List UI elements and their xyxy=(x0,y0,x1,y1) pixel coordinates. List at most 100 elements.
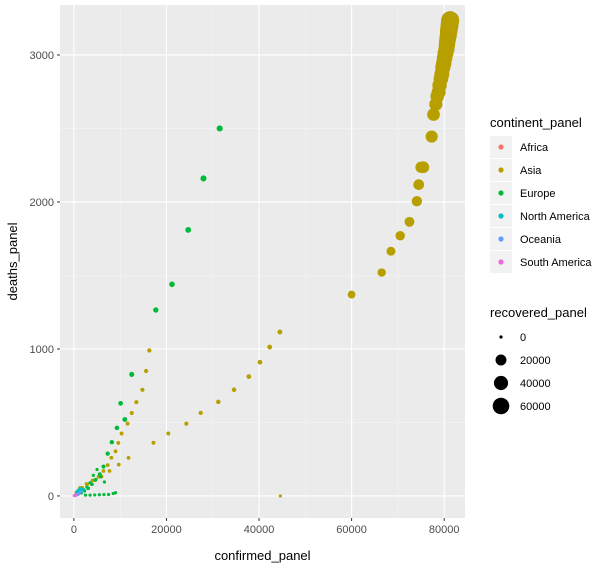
data-point-asia xyxy=(395,231,405,241)
x-tick-label: 0 xyxy=(71,524,77,536)
data-point-europe xyxy=(101,464,106,469)
data-point-asia xyxy=(413,179,425,190)
x-tick-label: 80000 xyxy=(429,524,460,536)
data-point-asia xyxy=(109,455,114,460)
data-point-asia xyxy=(140,387,145,392)
data-point-asia xyxy=(151,440,156,445)
data-point-asia xyxy=(129,411,134,416)
data-point-europe xyxy=(88,493,92,497)
data-point-europe xyxy=(107,492,111,497)
data-point-europe xyxy=(85,485,89,489)
data-point-asia xyxy=(184,421,189,426)
data-point-asia xyxy=(417,161,430,174)
x-tick-label: 20000 xyxy=(151,524,182,536)
legend-label: North America xyxy=(520,211,591,223)
data-point-europe xyxy=(95,467,99,472)
data-point-europe xyxy=(97,493,101,497)
data-point-europe xyxy=(99,475,103,479)
data-point-asia xyxy=(116,462,121,467)
data-point-asia xyxy=(107,469,112,473)
x-tick-label: 60000 xyxy=(336,524,367,536)
data-point-europe xyxy=(114,425,120,431)
data-point-asia xyxy=(125,421,130,426)
data-point-asia xyxy=(441,11,460,30)
legend-key-dot xyxy=(498,190,504,196)
size-legend-label: 40000 xyxy=(520,378,551,390)
size-legend-label: 20000 xyxy=(520,355,551,367)
data-point-north-america xyxy=(81,487,85,491)
major-gridlines xyxy=(60,5,465,518)
data-point-oceania xyxy=(79,490,83,494)
color-legend-title: continent_panel xyxy=(490,115,582,130)
data-point-asia xyxy=(101,469,106,473)
x-axis-ticks: 0 20000 40000 60000 80000 xyxy=(71,518,460,536)
data-point-asia xyxy=(198,410,203,416)
data-point-asia xyxy=(257,359,263,365)
data-point-north-america xyxy=(78,487,82,491)
data-point-asia xyxy=(85,482,90,486)
data-point-asia xyxy=(231,387,237,393)
legend-label: Asia xyxy=(520,165,542,177)
data-point-asia xyxy=(134,400,139,405)
y-axis-title: deaths_panel xyxy=(5,222,20,300)
data-point-asia xyxy=(147,348,152,353)
data-point-asia xyxy=(267,344,273,350)
size-legend-key-dot xyxy=(499,335,503,339)
y-tick-label: 0 xyxy=(48,491,54,503)
data-point-asia xyxy=(386,246,396,256)
legend-label: South America xyxy=(520,257,592,269)
legend-key-dot xyxy=(498,259,504,265)
legend-label: Africa xyxy=(520,142,549,154)
x-axis-title: confirmed_panel xyxy=(214,548,310,563)
data-point-asia xyxy=(411,196,423,207)
data-point-asia xyxy=(116,440,121,445)
data-point-europe xyxy=(91,473,95,477)
data-point-europe xyxy=(109,439,115,445)
data-point-europe xyxy=(88,481,92,485)
data-point-europe xyxy=(83,493,88,497)
data-point-europe xyxy=(93,493,97,497)
y-tick-label: 3000 xyxy=(30,50,54,62)
data-point-asia xyxy=(126,456,131,460)
size-legend-label: 0 xyxy=(520,332,526,344)
data-point-europe xyxy=(122,417,128,422)
data-point-europe xyxy=(169,281,175,288)
plot-panel xyxy=(60,5,465,518)
data-point-europe xyxy=(118,400,124,406)
data-point-asia xyxy=(277,329,283,335)
y-axis-ticks: 0 1000 2000 3000 xyxy=(30,50,60,503)
y-tick-label: 2000 xyxy=(30,197,54,209)
data-point-asia xyxy=(90,478,95,483)
legend-key-dot xyxy=(498,236,504,242)
data-point-asia xyxy=(246,374,252,379)
data-point-europe xyxy=(102,493,106,497)
legend-label: Oceania xyxy=(520,234,562,246)
data-point-europe xyxy=(97,472,102,477)
data-point-europe xyxy=(216,125,223,132)
data-point-south-america xyxy=(74,493,78,497)
data-points xyxy=(72,11,460,498)
minor-gridlines xyxy=(60,5,465,518)
data-point-europe xyxy=(105,451,110,456)
color-legend: continent_panel Africa Asia Europe North Am… xyxy=(490,115,592,273)
size-legend-title: recovered_panel xyxy=(490,305,587,320)
data-point-europe xyxy=(93,477,98,482)
data-point-asia xyxy=(113,449,118,454)
data-point-asia xyxy=(377,268,386,277)
legend-label: Europe xyxy=(520,188,555,200)
data-point-asia xyxy=(404,216,415,227)
data-point-asia xyxy=(427,108,440,121)
legend-key-dot xyxy=(498,144,504,150)
data-point-asia xyxy=(425,130,438,143)
data-point-europe xyxy=(102,480,107,484)
size-legend-key-dot xyxy=(492,397,510,415)
data-point-asia xyxy=(216,399,221,405)
legend-key-dot xyxy=(498,213,504,219)
data-point-europe xyxy=(185,226,192,233)
data-point-asia xyxy=(278,494,282,498)
data-point-europe xyxy=(129,371,135,377)
data-point-asia xyxy=(143,368,149,374)
data-point-asia xyxy=(166,431,171,436)
data-point-asia xyxy=(105,463,110,467)
